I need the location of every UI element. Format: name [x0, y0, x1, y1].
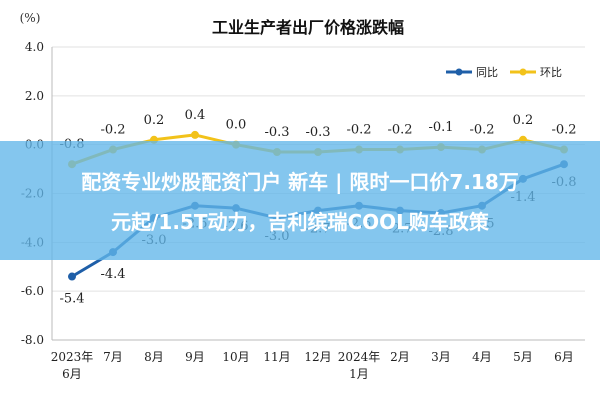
data-label-mom: -0.2: [387, 123, 412, 138]
x-tick-label: 2月: [390, 350, 410, 364]
data-label-yoy: -5.4: [59, 292, 84, 307]
x-tick-label: 7月: [103, 350, 123, 364]
y-tick-label: 4.0: [25, 40, 44, 54]
x-tick-label: 8月: [144, 350, 164, 364]
data-label-mom: -0.2: [100, 123, 125, 138]
x-tick-label: 2024年 1月: [338, 350, 381, 381]
x-tick-label: 10月: [222, 350, 249, 364]
x-tick-label: 9月: [185, 350, 205, 364]
x-tick-label: 3月: [431, 350, 451, 364]
legend-yoy-label: 同比: [476, 66, 498, 79]
data-label-mom: 0.4: [185, 108, 206, 123]
overlay-banner-line2: 元起/1.5T动力，吉利缤瑞COOL购车政策: [111, 210, 490, 234]
x-tick-label: 4月: [472, 350, 492, 364]
x-tick-labels: 2023年 6月 7月 8月 9月 10月 11月 12月 2024年 1月 2月 3月 4月 5月 6月: [51, 350, 574, 381]
legend-yoy-marker: [455, 68, 463, 76]
overlay-banner-background: [0, 141, 600, 260]
data-label-yoy: -4.4: [100, 267, 125, 282]
series-mom-point: [191, 130, 199, 139]
data-label-mom: -0.1: [428, 120, 453, 135]
y-tick-label: 2.0: [25, 89, 44, 103]
x-tick-label: 6月: [554, 350, 574, 364]
data-label-mom: -0.3: [264, 125, 289, 140]
legend-mom-marker: [519, 68, 527, 76]
data-label-mom: 0.2: [144, 113, 165, 128]
legend: 同比 环比: [446, 66, 562, 79]
data-label-mom: 0.2: [513, 113, 534, 128]
chart-title: 工业生产者出厂价格涨跌幅: [212, 18, 404, 37]
x-tick-label: 2023年 6月: [51, 350, 94, 381]
data-label-mom: -0.3: [305, 125, 330, 140]
legend-mom-label: 环比: [540, 66, 562, 79]
data-label-mom: -0.2: [346, 123, 371, 138]
data-label-mom: 0.0: [226, 118, 247, 133]
overlay-banner: 配资专业炒股配资门户 新车 | 限时一口价7.18万 元起/1.5T动力，吉利缤…: [0, 141, 600, 260]
x-tick-label: 11月: [263, 350, 290, 364]
y-tick-label: -6.0: [21, 284, 44, 298]
x-tick-label: 12月: [304, 350, 331, 364]
series-yoy-point: [68, 272, 76, 281]
y-tick-label: -8.0: [21, 333, 44, 347]
data-label-mom: -0.2: [469, 123, 494, 138]
x-tick-label: 5月: [513, 350, 533, 364]
y-unit-label: (%): [20, 11, 41, 25]
data-label-mom: -0.2: [551, 123, 576, 138]
overlay-banner-line1: 配资专业炒股配资门户 新车 | 限时一口价7.18万: [81, 170, 519, 194]
